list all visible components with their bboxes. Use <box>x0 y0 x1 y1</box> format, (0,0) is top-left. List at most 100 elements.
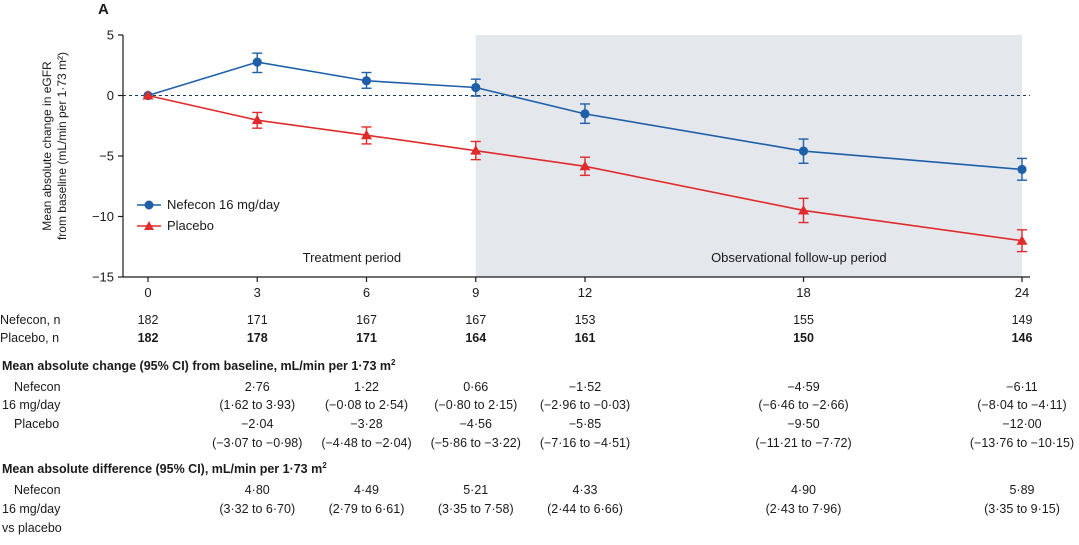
x-tick-label: 0 <box>144 285 151 300</box>
diff-value-cell: 5·21 <box>463 483 489 497</box>
legend-marker-nefecon <box>144 200 154 210</box>
legend-label-placebo: Placebo <box>167 218 214 233</box>
y-tick-label: 0 <box>107 88 114 103</box>
diff-section-title: Mean absolute difference (95% CI), mL/mi… <box>2 461 327 476</box>
series-group <box>142 52 1028 253</box>
change-nefecon-ci-cell: (−0·08 to 2·54) <box>324 398 409 412</box>
legend-marker-placebo <box>144 221 154 230</box>
change-nefecon-ci-cell: (−8·04 to −4·11) <box>977 398 1067 412</box>
diff-value-cell: 4·90 <box>790 483 817 497</box>
diff-value-cell: 4·33 <box>572 483 598 497</box>
placebo-point <box>361 129 372 140</box>
diff-section-title-text: Mean absolute difference (95% CI), mL/mi… <box>2 462 323 477</box>
change-nefecon-label2: 16 mg/day <box>2 398 61 412</box>
change-placebo-label: Placebo <box>14 417 60 431</box>
x-tick-label: 6 <box>363 285 370 300</box>
y-tick-label: −10 <box>92 209 114 224</box>
nefecon-point <box>361 76 372 86</box>
diff-ci-cell: (2·43 to 7·96) <box>765 502 842 516</box>
panel-label: A <box>98 1 109 18</box>
follow-up-period-label: Observational follow-up period <box>711 250 887 265</box>
nefecon-point <box>1017 164 1027 175</box>
placebo-point <box>1016 235 1028 245</box>
nefecon-n-label: Nefecon, n <box>0 313 61 327</box>
axes: 5 0 −5 −10 −15 0 3 6 9 12 18 24 <box>92 28 1030 300</box>
change-nefecon-value-cell: 2·76 <box>244 380 270 394</box>
y-axis-label-line1: Mean absolute change in eGFR <box>40 61 54 231</box>
diff-value-cell: 4·80 <box>244 483 270 497</box>
change-nefecon-value-cell: 0·66 <box>463 380 489 394</box>
change-placebo-ci-cell: (−11·21 to −7·72) <box>755 436 852 450</box>
diff-ci-cell: (3·35 to 7·58) <box>437 502 514 516</box>
nefecon-n-cell: 171 <box>246 313 268 327</box>
change-nefecon-ci-cell: (−2·96 to −0·03) <box>539 398 631 412</box>
change-nefecon-value-cell: −1·52 <box>568 380 602 394</box>
placebo-n-cell: 146 <box>1011 331 1033 345</box>
nefecon-n-cell: 167 <box>465 313 487 327</box>
x-tick-label: 3 <box>254 285 261 300</box>
placebo-point <box>470 145 482 155</box>
change-nefecon-value-cell: −6·11 <box>1006 380 1038 394</box>
nefecon-point <box>580 109 590 119</box>
y-axis-label-line2: from baseline (mL/min per 1·73 m²) <box>55 52 69 240</box>
change-nefecon-ci-cell: (−6·46 to −2·66) <box>758 398 849 412</box>
placebo-n-cell: 171 <box>356 331 377 345</box>
change-placebo-ci-cell: (−5·86 to −3·22) <box>430 436 521 450</box>
change-nefecon-value-cell: −4·59 <box>787 380 820 394</box>
nefecon-n-cell: 155 <box>793 313 814 327</box>
treatment-period-label: Treatment period <box>303 250 402 265</box>
legend: Nefecon 16 mg/day Placebo <box>137 197 280 233</box>
nefecon-point <box>471 82 481 93</box>
placebo-n-label: Placebo, n <box>0 331 60 345</box>
placebo-n-cell: 182 <box>137 331 159 345</box>
diff-section-title-sup: 2 <box>322 461 327 470</box>
nefecon-n-cell: 153 <box>574 313 596 327</box>
change-placebo-ci-cell: (−3·07 to −0·98) <box>212 436 303 450</box>
placebo-point <box>142 90 154 100</box>
change-nefecon-label1: Nefecon <box>14 380 61 394</box>
change-placebo-ci-cell: (−7·16 to −4·51) <box>539 436 631 450</box>
change-placebo-value-cell: −12·00 <box>1002 417 1042 431</box>
placebo-n-cell: 150 <box>793 331 814 345</box>
placebo-n-cell: 161 <box>574 331 596 345</box>
x-tick-label: 12 <box>578 285 592 300</box>
y-tick-label: 5 <box>107 28 114 43</box>
change-placebo-value-cell: −5·85 <box>568 417 602 431</box>
change-placebo-value-cell: −2·04 <box>241 417 274 431</box>
nefecon-point <box>798 146 809 156</box>
change-nefecon-ci-cell: (1·62 to 3·93) <box>219 398 296 412</box>
change-nefecon-value-cell: 1·22 <box>353 380 380 394</box>
change-section-title-text: Mean absolute change (95% CI) from basel… <box>2 359 391 374</box>
change-section-title-sup: 2 <box>391 358 396 367</box>
legend-label-nefecon: Nefecon 16 mg/day <box>167 197 280 212</box>
change-placebo-value-cell: −9·50 <box>787 417 820 431</box>
nefecon-n-cell: 182 <box>137 313 159 327</box>
y-tick-label: −15 <box>92 270 114 285</box>
x-tick-label: 18 <box>796 285 810 300</box>
diff-label3: vs placebo <box>2 521 62 535</box>
nefecon-point <box>252 57 262 67</box>
change-placebo-ci-cell: (−13·76 to −10·15) <box>969 436 1075 450</box>
diff-value-cell: 4·49 <box>353 483 380 497</box>
nefecon-n-cell: 167 <box>356 313 377 327</box>
change-placebo-value-cell: −4·56 <box>459 417 492 431</box>
diff-label2: 16 mg/day <box>2 502 61 516</box>
egfr-line-chart: A Mean absolute change in eGFR from base… <box>40 1 1030 300</box>
change-placebo-value-cell: −3·28 <box>350 417 383 431</box>
diff-ci-cell: (2·79 to 6·61) <box>328 502 405 516</box>
diff-label1: Nefecon <box>14 483 61 497</box>
placebo-point <box>251 114 263 125</box>
placebo-n-cell: 164 <box>465 331 487 345</box>
change-nefecon-ci-cell: (−0·80 to 2·15) <box>434 398 518 412</box>
diff-value-cell: 5·89 <box>1009 483 1035 497</box>
diff-ci-cell: (3·35 to 9·15) <box>984 502 1060 516</box>
placebo-point <box>579 160 591 171</box>
nefecon-n-cell: 149 <box>1011 313 1033 327</box>
placebo-n-cell: 178 <box>246 331 268 345</box>
x-tick-label: 24 <box>1015 285 1029 300</box>
y-tick-label: −5 <box>99 149 114 164</box>
change-section-title: Mean absolute change (95% CI) from basel… <box>2 358 395 373</box>
placebo-point <box>798 204 809 215</box>
follow-up-shaded-region <box>475 35 1022 277</box>
x-tick-label: 9 <box>472 285 479 300</box>
